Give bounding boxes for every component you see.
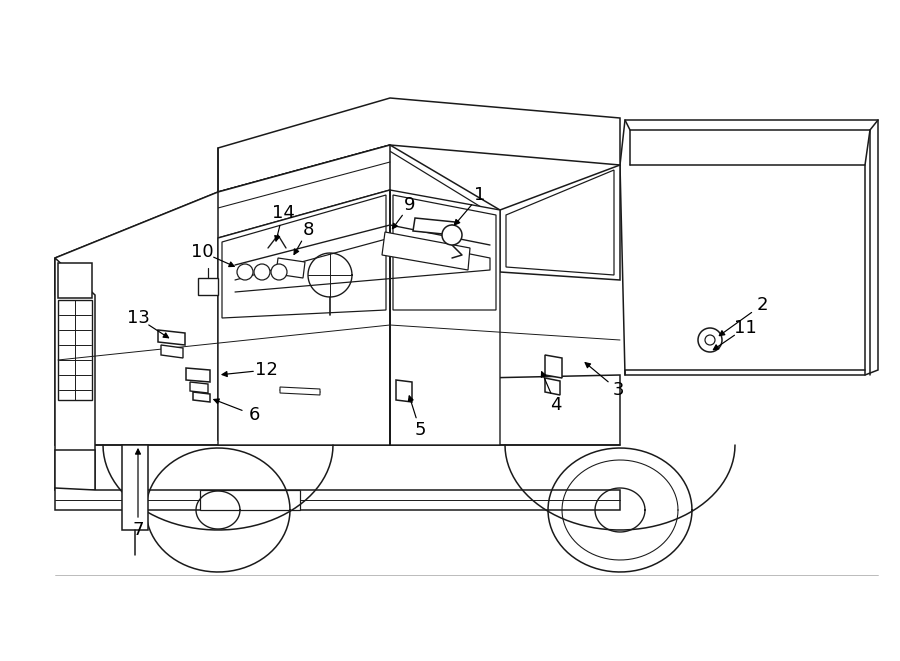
- Polygon shape: [55, 258, 95, 490]
- Polygon shape: [186, 368, 210, 382]
- Polygon shape: [161, 345, 183, 358]
- Polygon shape: [396, 380, 412, 402]
- Polygon shape: [193, 392, 210, 402]
- Polygon shape: [276, 258, 305, 278]
- Polygon shape: [218, 190, 390, 445]
- Text: 14: 14: [272, 204, 294, 222]
- Polygon shape: [55, 450, 95, 490]
- Text: 10: 10: [191, 243, 213, 261]
- Polygon shape: [390, 190, 500, 445]
- Polygon shape: [545, 355, 562, 378]
- Polygon shape: [190, 382, 208, 393]
- Polygon shape: [393, 195, 496, 310]
- Polygon shape: [198, 278, 218, 295]
- Polygon shape: [58, 263, 92, 298]
- Text: 5: 5: [414, 421, 426, 439]
- Text: 11: 11: [734, 319, 756, 337]
- Polygon shape: [55, 145, 390, 295]
- Text: 3: 3: [612, 381, 624, 399]
- Text: 9: 9: [404, 196, 416, 214]
- Polygon shape: [158, 330, 185, 345]
- Polygon shape: [545, 378, 560, 395]
- Polygon shape: [222, 195, 386, 318]
- Text: 7: 7: [132, 521, 144, 539]
- Polygon shape: [228, 150, 494, 265]
- Text: 13: 13: [127, 309, 149, 327]
- Polygon shape: [55, 488, 620, 510]
- Text: 2: 2: [756, 296, 768, 314]
- Polygon shape: [122, 445, 148, 530]
- Circle shape: [254, 264, 270, 280]
- Polygon shape: [218, 98, 620, 192]
- Polygon shape: [413, 218, 455, 235]
- Text: 8: 8: [302, 221, 314, 239]
- Circle shape: [698, 328, 722, 352]
- Polygon shape: [506, 170, 614, 275]
- Polygon shape: [620, 120, 878, 375]
- Text: 1: 1: [474, 186, 486, 204]
- Polygon shape: [218, 145, 500, 268]
- Circle shape: [442, 225, 462, 245]
- Polygon shape: [200, 490, 300, 510]
- Text: 6: 6: [248, 406, 260, 424]
- Circle shape: [705, 335, 715, 345]
- Polygon shape: [55, 192, 620, 445]
- Text: 4: 4: [550, 396, 562, 414]
- Circle shape: [237, 264, 253, 280]
- Polygon shape: [58, 300, 92, 400]
- Circle shape: [271, 264, 287, 280]
- Text: 12: 12: [255, 361, 277, 379]
- Polygon shape: [280, 387, 320, 395]
- Polygon shape: [500, 165, 620, 280]
- Polygon shape: [382, 232, 470, 270]
